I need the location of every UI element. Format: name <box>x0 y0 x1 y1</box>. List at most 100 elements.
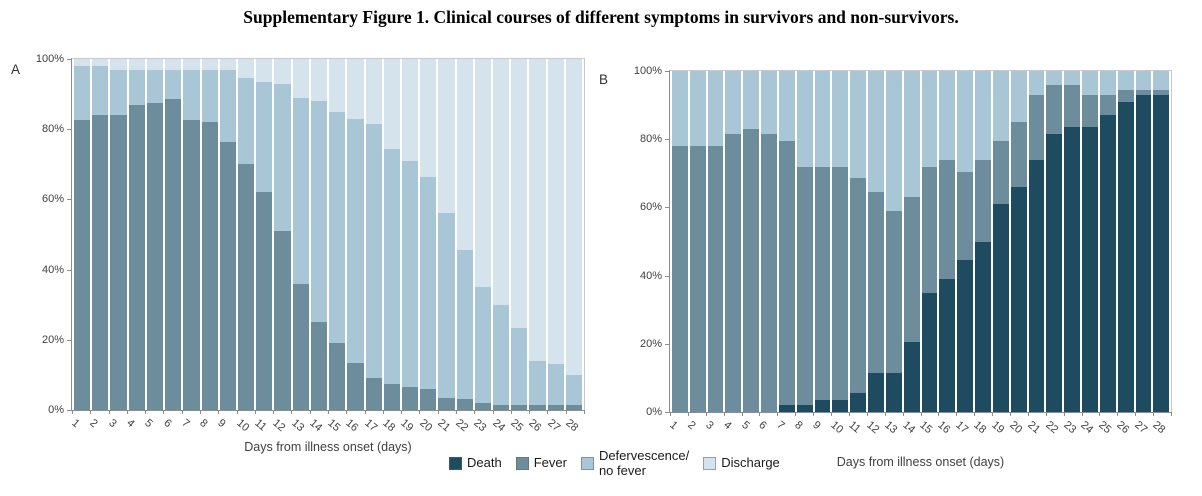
segment-defervescence-no-fever-day-26 <box>1117 71 1134 90</box>
x-tick-mark <box>364 410 366 414</box>
segment-fever-day-19 <box>992 140 1009 204</box>
segment-defervescence-no-fever-day-21 <box>438 213 455 398</box>
segment-fever-day-15 <box>921 166 938 293</box>
bar-day-12 <box>868 71 884 412</box>
segment-fever-day-5 <box>743 128 760 412</box>
segment-discharge-day-6 <box>165 59 182 70</box>
x-tick-label: 15 <box>325 417 343 435</box>
x-axis-title: Days from illness onset (days) <box>836 455 1005 469</box>
segment-defervescence-no-fever-day-9 <box>219 69 236 142</box>
legend-label-defervescence: Defervescence/no fever <box>598 448 690 478</box>
x-tick-label: 17 <box>361 417 380 435</box>
segment-discharge-day-24 <box>493 59 510 305</box>
bar-day-22 <box>1046 71 1063 412</box>
bar-group <box>670 71 1171 412</box>
segment-discharge-day-8 <box>201 59 218 70</box>
x-tick-label: 15 <box>917 419 935 437</box>
segment-fever-day-13 <box>292 283 309 410</box>
x-tick-mark <box>291 410 293 414</box>
y-tick-mark <box>67 129 72 131</box>
segment-fever-day-9 <box>219 141 236 410</box>
segment-defervescence-no-fever-day-12 <box>274 83 291 231</box>
segment-defervescence-no-fever-day-17 <box>957 71 974 172</box>
x-tick-mark <box>795 412 797 416</box>
segment-defervescence-no-fever-day-16 <box>347 118 364 363</box>
x-tick-mark <box>884 412 886 416</box>
segment-fever-day-28 <box>565 404 583 410</box>
bar-day-2 <box>689 71 706 412</box>
segment-fever-day-22 <box>1046 84 1063 135</box>
x-tick-label: 20 <box>416 417 434 435</box>
x-tick-mark <box>181 410 183 414</box>
x-tick-label: 19 <box>989 419 1007 437</box>
bar-day-15 <box>329 59 346 410</box>
x-tick-label: 2 <box>87 417 101 431</box>
segment-death-day-16 <box>939 279 956 412</box>
segment-defervescence-no-fever-day-27 <box>547 364 564 405</box>
x-tick-mark <box>1099 412 1101 416</box>
segment-death-day-10 <box>832 400 849 412</box>
segment-discharge-day-14 <box>310 59 328 102</box>
x-tick-mark <box>1135 412 1137 416</box>
segment-fever-day-10 <box>237 164 255 410</box>
x-tick-label: 26 <box>1114 419 1132 437</box>
x-axis-title: Days from illness onset (days) <box>244 440 412 454</box>
x-tick-mark <box>72 410 73 414</box>
x-tick-label: 9 <box>810 419 823 433</box>
segment-defervescence-no-fever-day-6 <box>165 69 182 100</box>
y-tick-label: 100% <box>633 65 662 77</box>
x-tick-mark <box>401 410 403 414</box>
x-tick-mark <box>510 410 512 414</box>
segment-discharge-day-27 <box>547 59 564 365</box>
y-tick-mark <box>67 339 72 341</box>
figure-title: Supplementary Figure 1. Clinical courses… <box>243 7 959 27</box>
segment-fever-day-18 <box>975 159 991 242</box>
bar-day-17 <box>365 59 382 410</box>
segment-fever-day-14 <box>310 322 328 410</box>
segment-defervescence-no-fever-day-23 <box>1064 71 1081 85</box>
x-tick-label: 5 <box>142 417 155 431</box>
bar-day-6 <box>165 59 182 410</box>
segment-defervescence-no-fever-day-24 <box>493 304 510 405</box>
segment-defervescence-no-fever-day-7 <box>183 69 200 121</box>
x-tick-mark <box>474 410 476 414</box>
segment-fever-day-3 <box>110 115 127 410</box>
x-tick-mark <box>1153 412 1155 416</box>
segment-defervescence-no-fever-day-16 <box>939 71 956 160</box>
legend-item-defervescence: Defervescence/no fever <box>580 448 690 478</box>
segment-fever-day-21 <box>1028 94 1045 160</box>
x-tick-label: 12 <box>864 419 882 437</box>
segment-defervescence-no-fever-day-20 <box>420 176 437 389</box>
x-tick-mark <box>218 410 220 414</box>
x-tick-mark <box>848 412 850 416</box>
segment-discharge-day-28 <box>565 59 583 375</box>
y-tick-mark <box>665 207 670 209</box>
x-tick-label: 14 <box>307 417 325 435</box>
bar-group <box>72 59 584 410</box>
segment-discharge-day-2 <box>92 59 109 67</box>
bar-day-28 <box>565 59 583 410</box>
segment-defervescence-no-fever-day-12 <box>868 71 884 193</box>
y-tick-label: 20% <box>639 337 662 350</box>
x-tick-label: 6 <box>756 419 770 433</box>
x-tick-mark <box>920 412 922 416</box>
bar-day-9 <box>219 59 236 410</box>
bar-day-3 <box>707 71 724 412</box>
y-tick-label: 40% <box>639 269 662 282</box>
segment-defervescence-no-fever-day-22 <box>1046 71 1063 85</box>
x-tick-mark <box>687 412 689 416</box>
x-tick-label: 8 <box>197 417 210 431</box>
segment-fever-day-21 <box>438 397 455 410</box>
x-tick-mark <box>723 412 725 416</box>
segment-death-day-9 <box>814 400 831 412</box>
y-tick-label: 0% <box>48 404 64 416</box>
y-tick-mark <box>665 412 670 413</box>
segment-fever-day-12 <box>274 231 291 410</box>
segment-defervescence-no-fever-day-10 <box>832 71 849 167</box>
bar-day-14 <box>310 59 328 410</box>
segment-discharge-day-9 <box>219 59 236 70</box>
x-tick-mark <box>992 412 994 416</box>
segment-death-day-13 <box>885 372 902 412</box>
segment-fever-day-8 <box>201 122 218 410</box>
x-tick-label: 4 <box>124 417 137 431</box>
